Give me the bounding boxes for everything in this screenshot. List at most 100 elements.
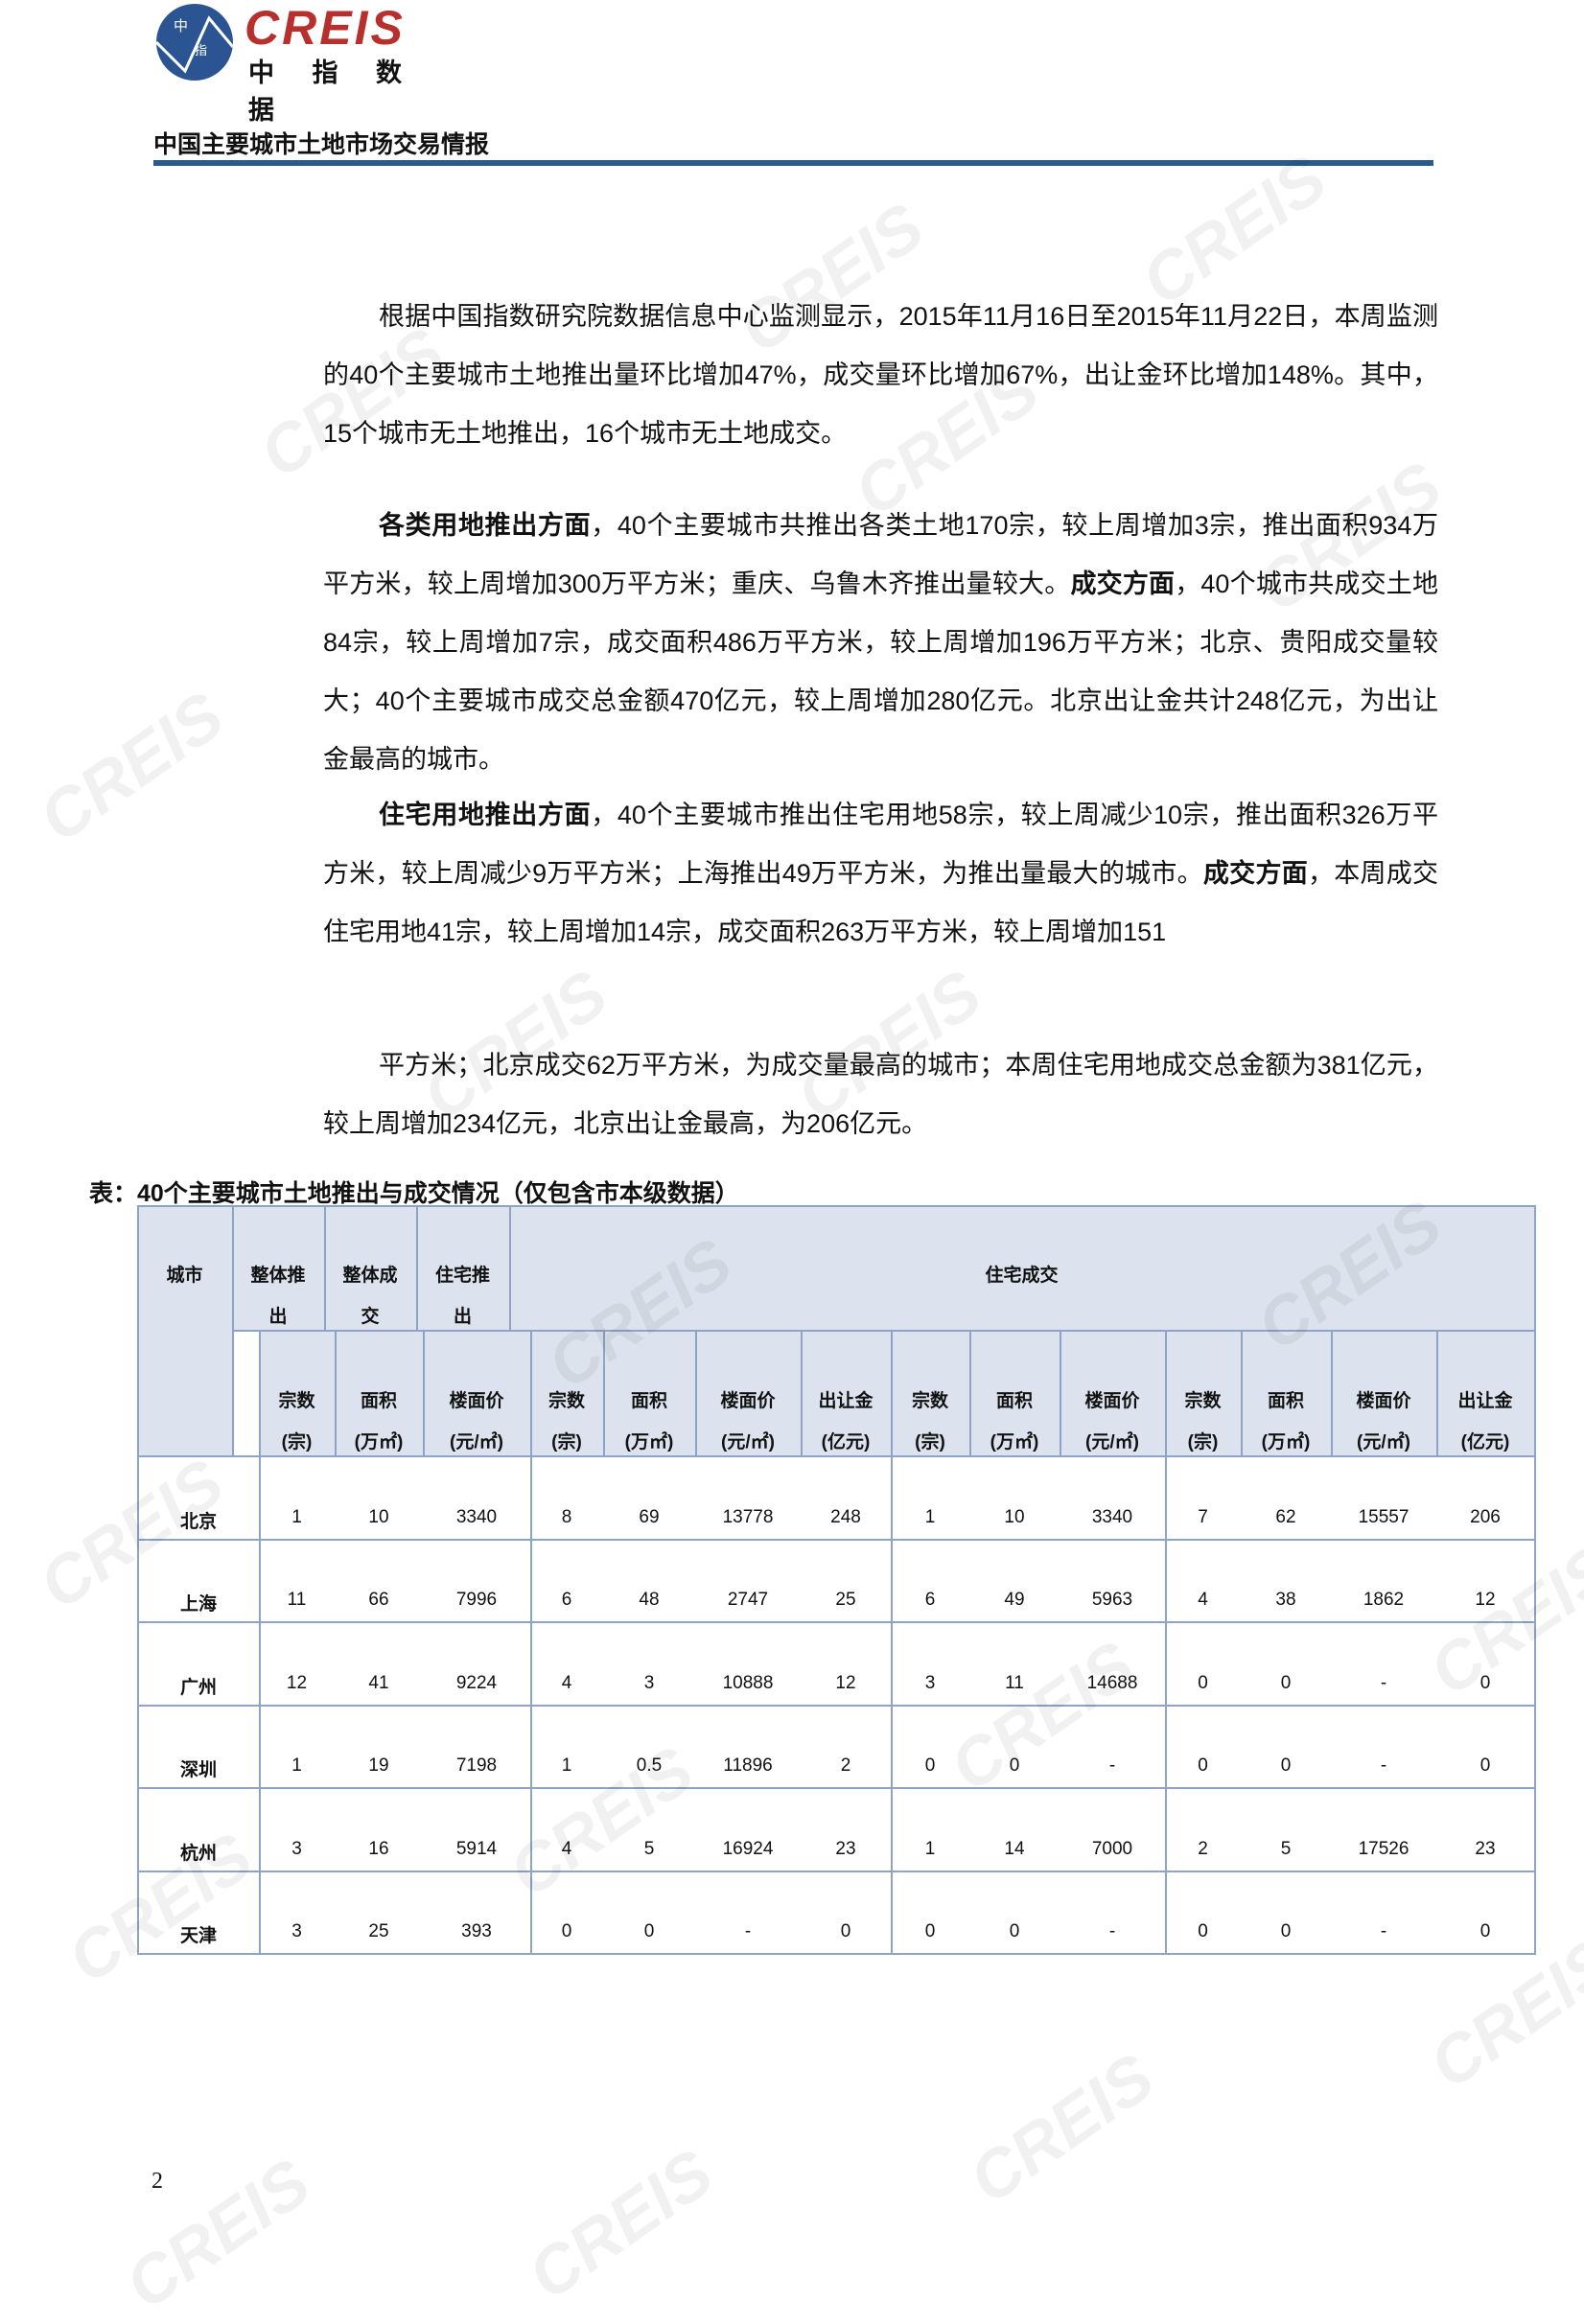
paragraph-heading: 成交方面	[1070, 569, 1176, 598]
sub-header-label: 面积	[995, 1391, 1033, 1411]
table-value: 14688	[1086, 1672, 1138, 1693]
sub-header-unit: (宗)	[281, 1432, 313, 1452]
sub-header-cell	[259, 1330, 337, 1457]
sub-header-unit: (亿元)	[821, 1432, 871, 1452]
logo-brand-cn: 中 指 数 据	[248, 58, 418, 125]
sub-header-unit: (万㎡)	[354, 1432, 404, 1452]
sub-header-label: 宗数	[278, 1391, 315, 1411]
table-value: 393	[461, 1921, 492, 1941]
report-title: 中国主要城市土地市场交易情报	[153, 131, 490, 158]
sub-header-label: 楼面价	[449, 1391, 504, 1411]
paragraph: 各类用地推出方面，40个主要城市共推出各类土地170宗，较上周增加3宗，推出面积…	[323, 497, 1438, 789]
table-value: 10	[1004, 1506, 1025, 1527]
table-value: 3340	[455, 1506, 498, 1527]
table-value: 38	[1275, 1590, 1296, 1610]
sub-header-label: 面积	[630, 1391, 667, 1411]
table-value: 0	[1479, 1672, 1491, 1693]
sub-header-label: 楼面价	[1084, 1391, 1140, 1411]
table-value: -	[1380, 1672, 1387, 1693]
table-value: 7996	[455, 1590, 498, 1610]
table-value: 3	[291, 1921, 302, 1941]
sub-header-label: 宗数	[1184, 1391, 1222, 1411]
table-value: 248	[830, 1506, 861, 1527]
table-cell	[1165, 1870, 1536, 1955]
table-value: 15557	[1358, 1506, 1409, 1527]
table-value: 41	[368, 1672, 389, 1693]
group-header-cell	[416, 1205, 511, 1332]
table-value: 9224	[455, 1672, 498, 1693]
sub-header-label: 宗数	[911, 1391, 948, 1411]
sub-header-unit: (元/㎡)	[721, 1432, 775, 1452]
table-value: -	[744, 1921, 752, 1941]
group-header-label: 出	[268, 1307, 288, 1327]
table-value: 1	[924, 1838, 936, 1859]
table-value: 8	[561, 1506, 572, 1527]
group-header-label: 整体成	[342, 1266, 398, 1286]
group-header-label: 整体推	[250, 1266, 306, 1286]
table-value: 49	[1004, 1590, 1025, 1610]
paragraph-text: 根据中国指数研究院数据信息中心监测显示，2015年11月16日至2015年11月…	[323, 302, 1438, 448]
creis-watermark: CREIS	[955, 2038, 1167, 2219]
paragraph-heading: 成交方面	[1202, 859, 1308, 888]
paragraph: 平方米；北京成交62万平方米，为成交量最高的城市；本周住宅用地成交总金额为381…	[323, 1036, 1438, 1153]
table-value: 13778	[722, 1506, 774, 1527]
table-value: 11	[1005, 1672, 1024, 1693]
table-value: 4	[561, 1838, 572, 1859]
city-name: 广州	[179, 1677, 217, 1698]
logo-brand: CREIS	[245, 1, 406, 55]
table-value: 0	[1009, 1921, 1020, 1941]
sub-header-unit: (宗)	[551, 1432, 582, 1452]
city-name: 天津	[179, 1926, 217, 1946]
city-name: 上海	[179, 1594, 217, 1615]
creis-watermark: CREIS	[514, 2134, 726, 2314]
group-header-label: 出	[453, 1307, 472, 1327]
table-value: 1	[924, 1506, 936, 1527]
paragraph-text: ，40个城市共成交土地84宗，较上周增加7宗，成交面积486万平方米，较上周增加…	[323, 569, 1438, 774]
table-value: 3	[291, 1838, 302, 1859]
table-value: 3340	[1091, 1506, 1133, 1527]
table-value: 3	[643, 1672, 655, 1693]
table-value: 3	[924, 1672, 936, 1693]
sub-header-cell	[1060, 1330, 1167, 1457]
table-value: 0	[1198, 1672, 1208, 1693]
sub-header-label: 出让金	[1457, 1391, 1513, 1411]
group-header-cell	[232, 1205, 326, 1332]
table-value: 17526	[1358, 1838, 1409, 1859]
header-divider	[153, 160, 1433, 166]
sub-header-label: 面积	[1267, 1391, 1304, 1411]
table-value: 0	[643, 1921, 655, 1941]
table-value: 0	[1009, 1755, 1020, 1776]
table-value: 19	[368, 1755, 389, 1776]
table-value: 1	[291, 1506, 302, 1527]
sub-header-cell	[801, 1330, 893, 1457]
paragraph-text: ，本周成交住宅用地41宗，较上周增加14宗，成交面积263万平方米，较上周增加1…	[323, 859, 1439, 946]
table-value: 0.5	[636, 1755, 663, 1776]
table-value: 14	[1004, 1838, 1025, 1859]
table-value: 12	[286, 1672, 308, 1693]
sub-header-label: 面积	[360, 1391, 397, 1411]
city-name: 深圳	[179, 1760, 217, 1780]
sub-header-unit: (万㎡)	[624, 1432, 674, 1452]
table-value: 25	[835, 1590, 856, 1610]
table-value: 10	[368, 1506, 389, 1527]
paragraph: 住宅用地推出方面，40个主要城市推出住宅用地58宗，较上周减少10宗，推出面积3…	[323, 786, 1438, 962]
sub-header-cell	[1331, 1330, 1438, 1457]
table-value: 0	[561, 1921, 572, 1941]
sub-header-unit: (万㎡)	[1261, 1432, 1311, 1452]
sub-header-cell	[695, 1330, 803, 1457]
table-value: 69	[639, 1506, 660, 1527]
table-value: 0	[1280, 1672, 1292, 1693]
sub-header-cell	[1241, 1330, 1333, 1457]
table-value: 5	[643, 1838, 655, 1859]
sub-header-label: 楼面价	[1356, 1391, 1411, 1411]
sub-header-label: 宗数	[547, 1391, 585, 1411]
sub-header-label: 楼面价	[720, 1391, 776, 1411]
group-header-cell	[137, 1205, 234, 1457]
creis-logo: 中 指 CREIS 中 指 数 据	[156, 1, 463, 125]
table-value: 66	[368, 1590, 389, 1610]
paragraph: 根据中国指数研究院数据信息中心监测显示，2015年11月16日至2015年11月…	[323, 288, 1438, 463]
table-value: 5	[1280, 1838, 1292, 1859]
table-value: 0	[924, 1921, 936, 1941]
table-value: 10888	[722, 1672, 774, 1693]
table-value: 0	[1280, 1755, 1292, 1776]
